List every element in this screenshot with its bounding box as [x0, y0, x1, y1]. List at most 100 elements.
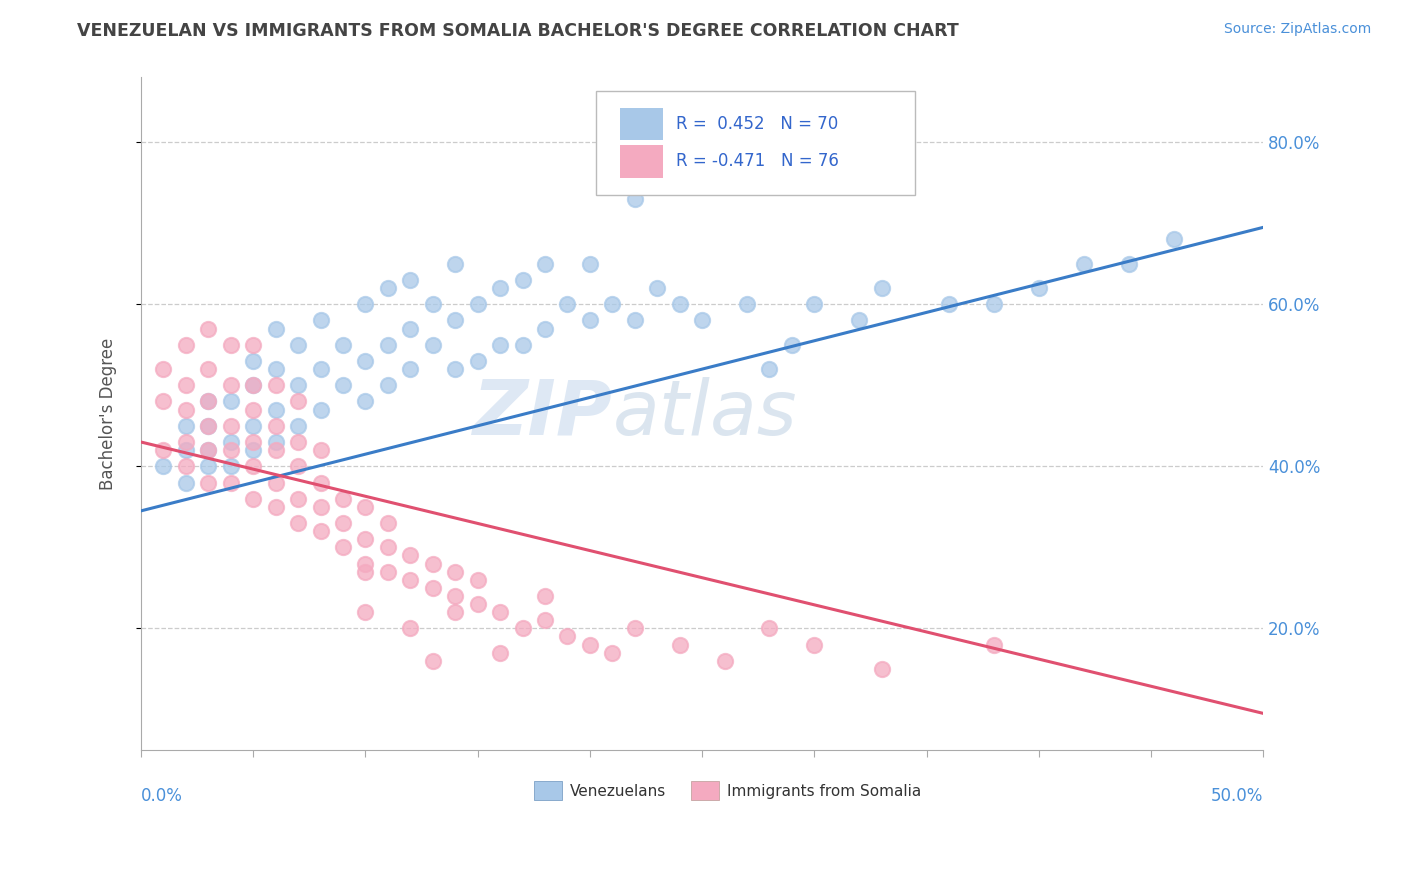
Point	[489, 281, 512, 295]
Point	[287, 378, 309, 392]
Point	[780, 338, 803, 352]
Point	[152, 362, 174, 376]
Point	[444, 257, 467, 271]
Point	[264, 362, 287, 376]
Bar	[690, 781, 718, 800]
Point	[174, 402, 197, 417]
Point	[309, 524, 332, 538]
Point	[242, 435, 264, 450]
Point	[219, 394, 242, 409]
Point	[264, 418, 287, 433]
Point	[174, 435, 197, 450]
Point	[309, 475, 332, 490]
Point	[354, 533, 377, 547]
Point	[399, 273, 422, 287]
Bar	[620, 108, 662, 140]
Text: R = -0.471   N = 76: R = -0.471 N = 76	[676, 153, 839, 170]
Point	[512, 338, 534, 352]
Point	[983, 297, 1005, 311]
Point	[332, 491, 354, 506]
Point	[264, 378, 287, 392]
Point	[534, 613, 557, 627]
Point	[399, 621, 422, 635]
Point	[870, 662, 893, 676]
Point	[287, 491, 309, 506]
Point	[219, 459, 242, 474]
Point	[668, 638, 690, 652]
Point	[354, 565, 377, 579]
Point	[422, 581, 444, 595]
Point	[287, 516, 309, 530]
Point	[983, 638, 1005, 652]
Point	[444, 313, 467, 327]
Point	[848, 313, 870, 327]
Point	[219, 475, 242, 490]
Point	[152, 443, 174, 458]
Point	[399, 321, 422, 335]
Point	[219, 378, 242, 392]
Text: R =  0.452   N = 70: R = 0.452 N = 70	[676, 115, 838, 133]
Point	[197, 459, 219, 474]
Point	[264, 321, 287, 335]
Point	[444, 565, 467, 579]
Y-axis label: Bachelor's Degree: Bachelor's Degree	[100, 337, 117, 490]
Point	[264, 402, 287, 417]
Point	[152, 459, 174, 474]
Point	[242, 378, 264, 392]
Point	[354, 297, 377, 311]
Point	[264, 500, 287, 514]
Point	[377, 338, 399, 352]
Point	[377, 378, 399, 392]
FancyBboxPatch shape	[596, 91, 915, 195]
Point	[758, 362, 780, 376]
Point	[242, 338, 264, 352]
Point	[668, 297, 690, 311]
Point	[219, 338, 242, 352]
Point	[174, 338, 197, 352]
Point	[197, 394, 219, 409]
Point	[174, 443, 197, 458]
Point	[444, 362, 467, 376]
Point	[287, 435, 309, 450]
Point	[803, 638, 825, 652]
Text: Immigrants from Somalia: Immigrants from Somalia	[727, 784, 921, 799]
Point	[624, 621, 647, 635]
Point	[399, 549, 422, 563]
Point	[309, 313, 332, 327]
Point	[332, 516, 354, 530]
Point	[354, 394, 377, 409]
Point	[467, 597, 489, 611]
Point	[309, 402, 332, 417]
Point	[174, 418, 197, 433]
Point	[422, 654, 444, 668]
Point	[713, 654, 735, 668]
Bar	[534, 781, 562, 800]
Point	[287, 459, 309, 474]
Point	[444, 589, 467, 603]
Point	[579, 257, 602, 271]
Point	[377, 516, 399, 530]
Text: ZIP: ZIP	[472, 376, 613, 450]
Point	[489, 646, 512, 660]
Point	[309, 500, 332, 514]
Point	[1118, 257, 1140, 271]
Point	[354, 500, 377, 514]
Point	[242, 354, 264, 368]
Point	[534, 321, 557, 335]
Point	[938, 297, 960, 311]
Bar	[620, 145, 662, 178]
Point	[219, 418, 242, 433]
Point	[870, 281, 893, 295]
Point	[489, 605, 512, 619]
Point	[624, 313, 647, 327]
Point	[512, 273, 534, 287]
Point	[534, 589, 557, 603]
Point	[197, 418, 219, 433]
Point	[174, 459, 197, 474]
Point	[557, 630, 579, 644]
Point	[377, 541, 399, 555]
Point	[645, 281, 668, 295]
Point	[579, 638, 602, 652]
Point	[242, 378, 264, 392]
Point	[377, 565, 399, 579]
